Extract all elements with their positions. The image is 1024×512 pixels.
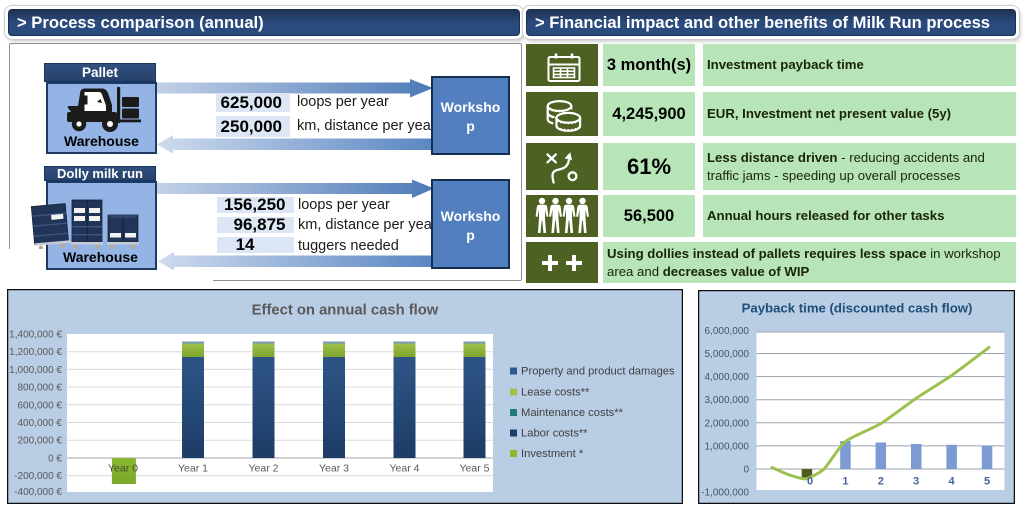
svg-text:1,000,000 €: 1,000,000 €: [9, 365, 62, 376]
svg-text:Year 0: Year 0: [108, 463, 138, 475]
svg-text:Year 5: Year 5: [460, 463, 490, 475]
svg-text:5,000,000: 5,000,000: [705, 349, 750, 360]
svg-text:4,000,000: 4,000,000: [705, 372, 750, 383]
svg-text:-400,000 €: -400,000 €: [14, 487, 62, 498]
svg-text:Investment *: Investment *: [521, 448, 584, 460]
svg-text:0: 0: [807, 476, 813, 488]
svg-text:-1,000,000: -1,000,000: [701, 488, 749, 499]
svg-text:1,400,000 €: 1,400,000 €: [9, 330, 62, 341]
svg-text:0 €: 0 €: [48, 453, 62, 464]
svg-text:3: 3: [913, 476, 919, 488]
svg-text:Year 1: Year 1: [178, 463, 208, 475]
svg-text:5: 5: [984, 476, 990, 488]
svg-text:Maintenance costs**: Maintenance costs**: [521, 407, 624, 419]
svg-text:1,200,000 €: 1,200,000 €: [9, 347, 62, 358]
svg-text:4: 4: [949, 476, 956, 488]
svg-text:400,000 €: 400,000 €: [18, 418, 63, 429]
svg-text:200,000 €: 200,000 €: [18, 436, 63, 447]
svg-text:Labor costs**: Labor costs**: [521, 428, 588, 440]
svg-text:6,000,000: 6,000,000: [705, 326, 750, 337]
svg-text:-200,000 €: -200,000 €: [14, 471, 62, 482]
svg-text:600,000 €: 600,000 €: [18, 400, 63, 411]
svg-text:Year 3: Year 3: [319, 463, 349, 475]
svg-text:2,000,000: 2,000,000: [705, 418, 750, 429]
svg-text:Payback time (discounted cash: Payback time (discounted cash flow): [742, 301, 973, 316]
svg-text:Year 2: Year 2: [249, 463, 279, 475]
svg-text:Property and product damages: Property and product damages: [521, 366, 675, 378]
svg-text:0: 0: [743, 465, 749, 476]
svg-text:800,000 €: 800,000 €: [18, 383, 63, 394]
svg-text:Year 4: Year 4: [390, 463, 420, 475]
svg-text:3,000,000: 3,000,000: [705, 395, 750, 406]
svg-text:1,000,000: 1,000,000: [705, 441, 750, 452]
svg-text:2: 2: [878, 476, 884, 488]
svg-text:Effect on annual cash flow: Effect on annual cash flow: [252, 303, 439, 319]
svg-text:1: 1: [842, 476, 848, 488]
svg-text:Lease costs**: Lease costs**: [521, 387, 590, 399]
